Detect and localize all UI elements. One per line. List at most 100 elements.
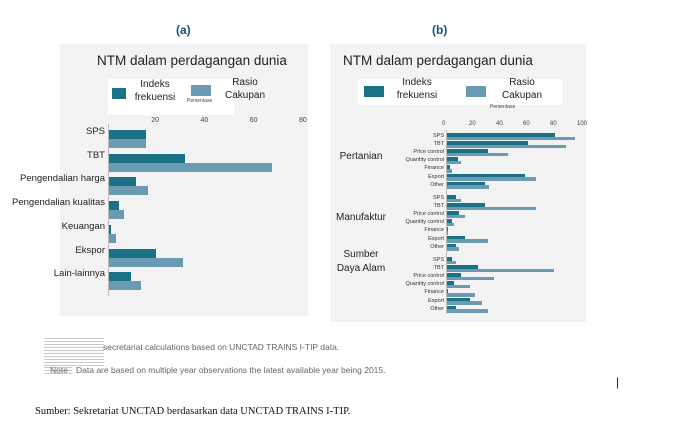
chart-b-category-label: Other [430,181,444,188]
chart-b-category-label: Finance [424,227,444,234]
chart-b-category-label: Export [428,235,444,242]
chart-b-bar-rasio [447,206,537,211]
chart-b-axis-caption: Persentase [490,104,516,110]
chart-a-bar-rasio [109,234,117,243]
chart-b-bar-indeks [447,227,449,231]
chart-a-legend [108,79,234,115]
chart-b-bar-rasio [447,301,483,305]
chart-a-bar-indeks [109,201,119,210]
chart-b-bar-rasio [447,239,488,243]
chart-b-category-label: Quantity control [405,281,444,288]
data-note-en: Data are based on multiple year observat… [76,365,386,375]
chart-a-category-label: TBT [87,150,105,161]
chart-b-category-label: TBT [433,203,444,210]
chart-b-bar-indeks [447,157,458,161]
chart-b-category-label: SPS [432,133,444,139]
chart-b-bar-indeks [447,273,461,277]
legend-b-rasio-label: Rasio Cakupan [501,77,543,101]
chart-b-category-label: SPS [432,195,444,201]
source-id: Sumber: Sekretariat UNCTAD berdasarkan d… [35,406,351,417]
chart-a-category-label: Lain-lainnya [53,268,105,279]
chart-b-category-label: Price control [413,149,444,156]
chart-a-bar-indeks [109,272,132,281]
chart-b-bar-rasio [447,260,457,265]
legend-b-indeks-swatch [364,86,384,97]
chart-b-bar-rasio [447,185,489,189]
chart-b-bar-rasio [447,214,465,219]
legend-a-indeks-swatch [112,88,126,99]
chart-a-category-label: Pengendalian harga [19,173,105,184]
note-label: Note [50,365,68,375]
chart-b-bar-rasio [447,247,460,251]
chart-b-bar-rasio [447,222,454,227]
chart-a-x-tick-20: 20 [151,117,160,124]
chart-b-bar-rasio [447,169,453,173]
chart-a-category-label: Keuangan [61,221,105,232]
chart-a-category-label: Pengendalian kualitas [12,197,105,208]
chart-b-bar-indeks [447,141,528,145]
legend-a-indeks-label: Indeks frekuensi [134,79,176,103]
chart-a-bar-rasio [109,258,183,267]
chart-b-group-label: Sumber Daya Alam [336,249,386,274]
chart-a-axis-caption: Persentase [187,98,213,104]
chart-b-bar-rasio [447,160,461,165]
chart-b-x-tick-0: 0 [442,121,446,127]
chart-b-bar-rasio [447,152,508,157]
chart-b-bar-indeks [447,173,526,178]
chart-a-bar-indeks [109,225,112,234]
scribble-mark [44,336,104,366]
chart-b-bar-indeks [447,257,453,261]
chart-b-bar-indeks [447,211,460,215]
chart-b-bar-rasio [447,284,470,289]
chart-b-category-label: Other [430,243,444,250]
chart-b-bar-indeks [447,297,470,302]
chart-b-category-label: Export [428,297,444,304]
chart-b-category-label: Price control [413,273,444,280]
legend-b-indeks-label: Indeks frekuensi [396,77,438,101]
chart-b-x-tick-60: 60 [523,121,530,127]
chart-b-category-label: Quantity control [405,219,444,226]
text-cursor: | [616,375,620,389]
chart-a-bar-rasio [109,281,141,290]
chart-b-category-label: SPS [432,257,444,263]
chart-a-y-axis [108,124,109,296]
chart-b-bar-indeks [447,289,449,293]
chart-b-bar-rasio [447,309,488,313]
chart-a-bar-rasio [109,139,146,148]
chart-a-x-tick-80: 80 [299,117,307,124]
chart-b-bar-indeks [447,149,488,153]
chart-b-category-label: Export [428,173,444,180]
legend-b-rasio-swatch [466,86,486,97]
chart-b-category-label: TBT [433,265,444,272]
source-note-en: secretariat calculations based on UNCTAD… [103,342,340,352]
chart-b-bar-indeks [447,219,453,223]
chart-b-bar-indeks [447,281,454,285]
chart-b-category-label: Finance [424,165,444,172]
scribble-mark-note [44,366,72,374]
chart-a-bar-indeks [109,154,186,163]
chart-b-bar-indeks [447,195,457,199]
chart-b-x-tick-100: 100 [577,121,588,127]
chart-a-bar-indeks [109,177,137,186]
chart-b-category-label: Quantity control [405,157,444,164]
chart-b-bar-rasio [447,136,576,141]
chart-b-legend [358,79,562,105]
chart-a-category-label: Ekspor [75,245,105,256]
panel-b-label: (b) [432,23,448,37]
chart-b-bar-rasio [447,198,461,203]
chart-b-category-label: Other [430,305,444,312]
chart-b-bar-indeks [447,181,485,186]
chart-a-title: NTM dalam perdagangan dunia [97,53,287,68]
chart-b-bar-rasio [447,276,495,281]
chart-b-bar-rasio [447,177,537,181]
chart-a-bar-indeks [109,249,156,258]
chart-b-bar-indeks [447,133,555,137]
chart-a-bar-rasio [109,163,272,172]
chart-a-x-tick-60: 60 [249,117,258,124]
chart-b-category-label: Finance [424,289,444,296]
chart-a-x-tick-40: 40 [200,117,209,124]
chart-b-x-tick-20: 20 [469,121,476,127]
chart-a-bar-rasio [109,210,124,219]
chart-b-x-tick-80: 80 [550,121,557,127]
